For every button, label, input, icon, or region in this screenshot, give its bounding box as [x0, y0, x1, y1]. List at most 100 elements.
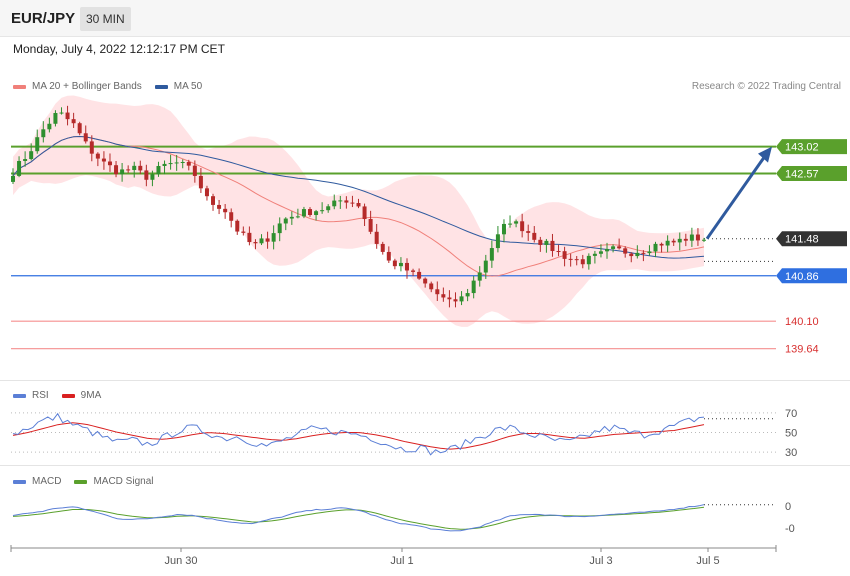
- candle-body: [198, 175, 203, 189]
- ma20-swatch: [13, 84, 26, 89]
- candle-body: [671, 240, 676, 243]
- rsi-tick-label-70: 70: [785, 408, 797, 420]
- candle-body: [101, 158, 106, 162]
- candle-body: [459, 296, 464, 302]
- candle-body: [544, 240, 549, 245]
- candle-body: [520, 221, 525, 232]
- ma20-legend-label: MA 20 + Bollinger Bands: [32, 81, 142, 92]
- candle-body: [47, 123, 52, 130]
- panel-separator-macd: [0, 465, 850, 466]
- main-legend: MA 20 + Bollinger Bands MA 50: [13, 81, 215, 92]
- price-tag-2: [776, 231, 847, 247]
- price-tag-label-2: 141.48: [785, 234, 819, 246]
- candle-body: [368, 219, 373, 232]
- candle-body: [532, 232, 537, 240]
- macd-swatch: [13, 479, 26, 484]
- candle-body: [417, 271, 422, 279]
- candle-body: [653, 243, 658, 252]
- candle-body: [526, 231, 531, 233]
- candle-body: [71, 119, 76, 124]
- candle-body: [301, 209, 306, 217]
- support-label-5: 139.64: [785, 344, 819, 356]
- candle-body: [411, 270, 416, 272]
- price-tag-3: [776, 268, 847, 284]
- candle-body: [162, 163, 167, 166]
- rsi-ma-line: [12, 422, 705, 450]
- candle-body: [665, 240, 670, 246]
- candle-body: [501, 223, 506, 235]
- candle-body: [374, 231, 379, 244]
- candle-body: [677, 238, 682, 243]
- macd-tick-label-0: 0: [785, 501, 791, 513]
- chart-header: EUR/JPY 30 MIN: [0, 0, 850, 37]
- candle-body: [344, 200, 349, 203]
- price-tag-label-1: 142.57: [785, 169, 819, 181]
- interval-button[interactable]: 30 MIN: [80, 7, 131, 31]
- candle-body: [180, 161, 185, 163]
- candle-body: [683, 238, 688, 241]
- candle-body: [562, 251, 567, 259]
- candle-body: [168, 163, 173, 165]
- candle-body: [114, 165, 119, 175]
- rsi-legend-label: RSI: [32, 390, 49, 401]
- candle-body: [471, 280, 476, 294]
- candle-body: [435, 289, 440, 295]
- rsi-line: [12, 412, 705, 456]
- rsi-ma-swatch: [61, 393, 75, 398]
- candle-body: [156, 165, 161, 175]
- candle-body: [514, 221, 519, 224]
- candle-body: [29, 151, 34, 160]
- candle-body: [17, 160, 22, 176]
- candle-body: [392, 260, 397, 267]
- forecast-arrow-head: [758, 146, 772, 163]
- candle-body: [380, 243, 385, 252]
- candle-body: [11, 175, 15, 182]
- candle-body: [629, 253, 634, 257]
- ma50-legend-label: MA 50: [173, 81, 203, 92]
- support-label-4: 140.10: [785, 316, 819, 328]
- candle-body: [59, 112, 64, 114]
- price-tag-label-0: 143.02: [785, 142, 819, 154]
- ma50-line: [12, 135, 705, 259]
- candle-body: [538, 239, 543, 245]
- candle-body: [641, 252, 646, 254]
- candle-body: [489, 248, 494, 261]
- candle-body: [404, 262, 409, 271]
- time-tick-label-1: Jul 1: [390, 555, 413, 567]
- candle-body: [580, 259, 585, 265]
- panel-separator-rsi: [0, 380, 850, 381]
- candle-body: [617, 246, 622, 249]
- candle-body: [265, 238, 270, 242]
- candle-body: [453, 299, 458, 302]
- symbol-title: EUR/JPY: [11, 10, 76, 27]
- candle-body: [253, 242, 258, 244]
- candle-body: [592, 253, 597, 256]
- candle-body: [186, 161, 191, 166]
- candle-body: [120, 169, 125, 175]
- candle-body: [211, 196, 216, 205]
- candle-body: [235, 220, 240, 232]
- candle-body: [586, 255, 591, 265]
- candle-body: [508, 223, 513, 225]
- macd-legend: MACD MACD Signal: [13, 476, 166, 487]
- rsi-swatch: [13, 393, 26, 398]
- macd-line: [12, 504, 705, 532]
- candle-body: [647, 251, 652, 254]
- price-tag-label-3: 140.86: [785, 271, 819, 283]
- candle-body: [95, 153, 100, 159]
- candle-body: [568, 258, 573, 260]
- candle-body: [83, 133, 88, 142]
- candle-body: [308, 209, 313, 216]
- candle-body: [623, 248, 628, 254]
- candle-body: [126, 169, 131, 171]
- candle-body: [423, 278, 428, 284]
- candle-body: [605, 248, 610, 252]
- candles-group: [11, 105, 706, 308]
- candle-body: [174, 162, 179, 164]
- macd-signal-legend-label: MACD Signal: [93, 476, 154, 487]
- candle-body: [447, 297, 452, 300]
- candle-body: [138, 165, 143, 171]
- candle-body: [635, 252, 640, 257]
- candle-body: [144, 170, 149, 180]
